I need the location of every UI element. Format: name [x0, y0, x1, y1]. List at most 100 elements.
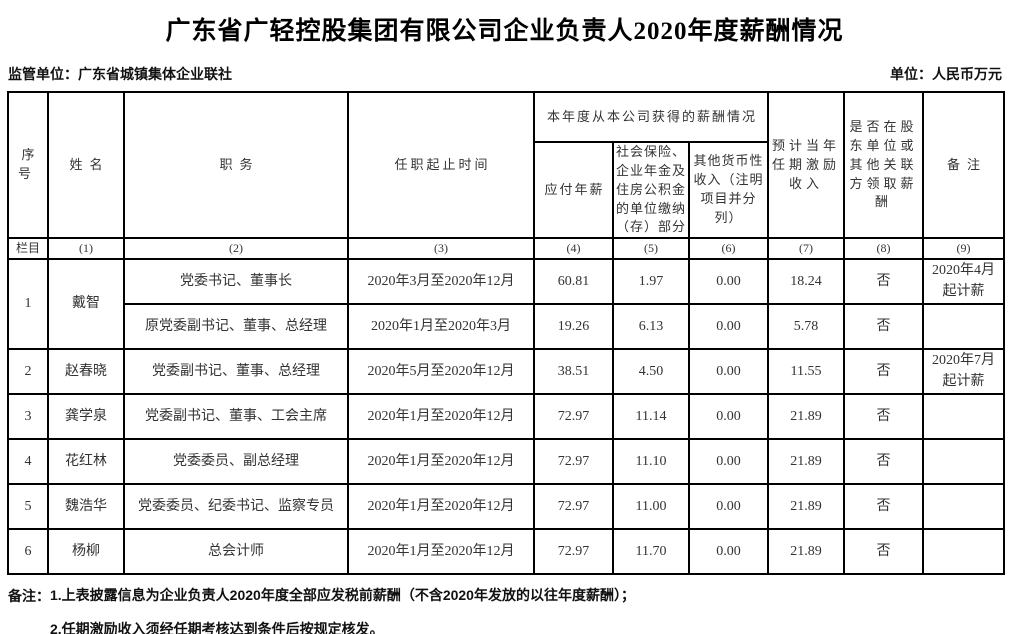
header-social-insurance: 社会保险、企业年金及住房公积金的单位缴纳（存）部分	[612, 140, 690, 240]
page-title: 广东省广轻控股集团有限公司企业负责人2020年度薪酬情况	[165, 18, 844, 45]
cell-other: 0.00	[688, 528, 769, 576]
cell-name: 花红林	[47, 438, 125, 486]
cell-insurance: 11.14	[612, 393, 690, 441]
cell-term: 2020年1月至2020年3月	[347, 303, 535, 351]
cell-position: 党委书记、董事长	[123, 258, 349, 306]
cell-related: 否	[843, 483, 924, 531]
table-row: 原党委副书记、董事、总经理 2020年1月至2020年3月 19.26 6.13…	[8, 303, 1005, 351]
footnotes-body: 1.上表披露信息为企业负责人2020年度全部应发税前薪酬（不含2020年发放的以…	[50, 586, 1009, 634]
cell-seq: 6	[7, 528, 49, 576]
cell-position: 原党委副书记、董事、总经理	[123, 303, 349, 351]
cell-related: 否	[843, 528, 924, 576]
cell-name: 魏浩华	[47, 483, 125, 531]
cell-payable: 19.26	[533, 303, 614, 351]
cell-incentive: 21.89	[767, 438, 845, 486]
currency-unit-label: 单位：人民币万元	[890, 66, 1002, 82]
cell-seq: 1	[7, 258, 49, 351]
table-row: 4 花红林 党委委员、副总经理 2020年1月至2020年12月 72.97 1…	[7, 438, 1005, 486]
cell-position: 党委委员、纪委书记、监察专员	[123, 483, 349, 531]
header-term-incentive: 预计当年任期激励收入	[767, 90, 845, 240]
cell-incentive: 21.89	[767, 483, 845, 531]
cell-incentive: 21.89	[767, 393, 845, 441]
header-related-party: 是否在股东单位或其他关联方领取薪酬	[843, 90, 924, 240]
header-payable-salary: 应付年薪	[533, 140, 614, 240]
index-col-3: (3)	[347, 237, 535, 261]
cell-other: 0.00	[688, 483, 769, 531]
cell-insurance: 11.70	[612, 528, 690, 576]
cell-term: 2020年1月至2020年12月	[347, 483, 535, 531]
cell-other: 0.00	[688, 348, 769, 396]
footnote-2: 2.任期激励收入须经任期考核达到条件后按规定核发。	[50, 621, 384, 634]
cell-insurance: 11.10	[612, 438, 690, 486]
cell-insurance: 4.50	[612, 348, 690, 396]
header-name: 姓名	[47, 90, 125, 240]
footnotes-label: 备注：	[8, 588, 50, 605]
cell-position: 总会计师	[123, 528, 349, 576]
cell-position: 党委副书记、董事、工会主席	[123, 393, 349, 441]
cell-incentive: 18.24	[767, 258, 845, 306]
cell-name: 赵春晓	[47, 348, 125, 396]
cell-seq: 5	[7, 483, 49, 531]
cell-remark	[922, 303, 1005, 351]
cell-name: 杨柳	[47, 528, 125, 576]
cell-related: 否	[843, 303, 924, 351]
index-col-5: (5)	[612, 237, 690, 261]
cell-other: 0.00	[688, 393, 769, 441]
cell-remark: 2020年4月起计薪	[922, 258, 1005, 306]
table-row: 5 魏浩华 党委委员、纪委书记、监察专员 2020年1月至2020年12月 72…	[7, 483, 1005, 531]
cell-incentive: 11.55	[767, 348, 845, 396]
cell-seq: 2	[7, 348, 49, 396]
index-col-4: (4)	[533, 237, 614, 261]
cell-related: 否	[843, 348, 924, 396]
cell-other: 0.00	[688, 438, 769, 486]
index-col-2: (2)	[123, 237, 349, 261]
salary-table: 序号 姓名 职务 任职起止时间 本年度从本公司获得的薪酬情况 预计当年任期激励收…	[7, 90, 1005, 576]
index-col-6: (6)	[688, 237, 769, 261]
header-other-income: 其他货币性收入（注明项目并分列）	[688, 140, 769, 240]
cell-remark	[922, 438, 1005, 486]
index-col-8: (8)	[843, 237, 924, 261]
cell-incentive: 5.78	[767, 303, 845, 351]
index-col-1: (1)	[47, 237, 125, 261]
cell-position: 党委副书记、董事、总经理	[123, 348, 349, 396]
cell-payable: 72.97	[533, 483, 614, 531]
index-col-7: (7)	[767, 237, 845, 261]
cell-insurance: 11.00	[612, 483, 690, 531]
table-row: 1 戴智 党委书记、董事长 2020年3月至2020年12月 60.81 1.9…	[7, 258, 1005, 351]
cell-seq: 3	[7, 393, 49, 441]
table-row: 3 龚学泉 党委副书记、董事、工会主席 2020年1月至2020年12月 72.…	[7, 393, 1005, 441]
cell-insurance: 1.97	[612, 258, 690, 306]
footnotes: 备注： 1.上表披露信息为企业负责人2020年度全部应发税前薪酬（不含2020年…	[8, 586, 1009, 634]
cell-seq: 4	[7, 438, 49, 486]
cell-other: 0.00	[688, 258, 769, 306]
cell-related: 否	[843, 438, 924, 486]
cell-term: 2020年1月至2020年12月	[347, 393, 535, 441]
table-row: 6 杨柳 总会计师 2020年1月至2020年12月 72.97 11.70 0…	[7, 528, 1005, 576]
header-position: 职务	[123, 90, 349, 240]
index-col-9: (9)	[922, 237, 1005, 261]
cell-insurance: 6.13	[612, 303, 690, 351]
cell-incentive: 21.89	[767, 528, 845, 576]
cell-payable: 60.81	[533, 258, 614, 306]
index-label: 栏目	[7, 237, 49, 261]
cell-position: 党委委员、副总经理	[123, 438, 349, 486]
cell-related: 否	[843, 258, 924, 306]
cell-remark	[922, 483, 1005, 531]
cell-payable: 72.97	[533, 528, 614, 576]
cell-term: 2020年3月至2020年12月	[347, 258, 535, 306]
cell-payable: 38.51	[533, 348, 614, 396]
cell-term: 2020年1月至2020年12月	[347, 528, 535, 576]
header-row-sub: 应付年薪 社会保险、企业年金及住房公积金的单位缴纳（存）部分 其他货币性收入（注…	[8, 140, 1004, 240]
header-term: 任职起止时间	[347, 90, 535, 240]
cell-remark	[922, 393, 1005, 441]
header-row-group: 序号 姓名 职务 任职起止时间 本年度从本公司获得的薪酬情况 预计当年任期激励收…	[7, 90, 1005, 240]
cell-name: 龚学泉	[47, 393, 125, 441]
header-salary-group: 本年度从本公司获得的薪酬情况	[533, 91, 769, 143]
meta-row: 监管单位：广东省城镇集体企业联社 单位：人民币万元	[8, 64, 1002, 84]
header-seq: 序号	[7, 90, 49, 240]
column-index-row: 栏目 (1) (2) (3) (4) (5) (6) (7) (8) (9)	[7, 237, 1005, 261]
cell-payable: 72.97	[533, 438, 614, 486]
table-row: 2 赵春晓 党委副书记、董事、总经理 2020年5月至2020年12月 38.5…	[7, 348, 1005, 396]
supervisor-unit-label: 监管单位：广东省城镇集体企业联社	[8, 66, 232, 82]
